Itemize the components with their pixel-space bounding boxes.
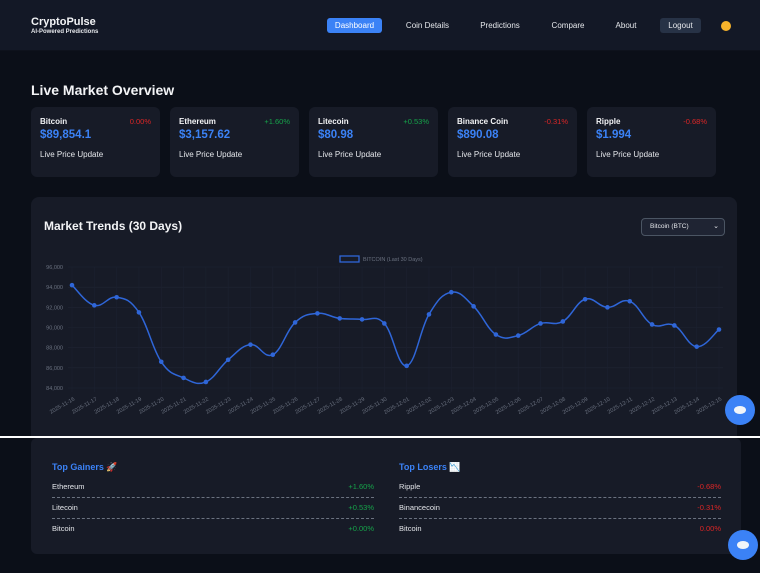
chat-bubble-icon (734, 406, 746, 414)
coin-price: $80.98 (318, 129, 354, 141)
line-chart[interactable]: 96,000 94,000 92,000 90,000 88,000 86,000 84,0… (31, 197, 737, 436)
dashboard-view-top: CryptoPulse AI-Powered Predictions Dashb… (0, 0, 760, 436)
coin-name: Binance Coin (457, 117, 509, 126)
nav-dashboard[interactable]: Dashboard (327, 18, 382, 33)
rocket-icon: 🚀 (106, 462, 118, 472)
price-card-litecoin[interactable]: Litecoin +0.53% $80.98 Live Price Update (309, 107, 438, 177)
list-item: Binancecoin -0.31% (399, 502, 721, 519)
coin-name: Binancecoin (399, 503, 440, 512)
coin-change: -0.31% (697, 503, 721, 512)
coin-name: Ethereum (52, 482, 85, 491)
navbar: CryptoPulse AI-Powered Predictions Dashb… (0, 0, 760, 51)
chevron-down-icon: ⌄ (713, 223, 719, 230)
coin-subtitle: Live Price Update (318, 150, 382, 159)
brand-subtitle: AI-Powered Predictions (31, 29, 99, 35)
svg-text:BITCOIN (Last 30 Days): BITCOIN (Last 30 Days) (363, 257, 423, 263)
coin-subtitle: Live Price Update (179, 150, 243, 159)
chart-down-icon: 📉 (449, 462, 461, 472)
price-card-binance-coin[interactable]: Binance Coin -0.31% $890.08 Live Price U… (448, 107, 577, 177)
svg-text:92,000: 92,000 (46, 305, 63, 311)
coin-subtitle: Live Price Update (40, 150, 104, 159)
chat-bubble-icon (737, 541, 749, 549)
nav-coin-details[interactable]: Coin Details (405, 21, 450, 30)
brand-title: CryptoPulse (31, 16, 96, 28)
nav-about[interactable]: About (615, 21, 637, 30)
top-movers-panel: Top Gainers 🚀 Ethereum +1.60% Litecoin +… (31, 438, 741, 554)
coin-select[interactable]: Bitcoin (BTC) ⌄ (641, 218, 725, 236)
coin-name: Bitcoin (40, 117, 68, 126)
market-trends-panel: Market Trends (30 Days) Bitcoin (BTC) ⌄ … (31, 197, 737, 436)
price-card-ethereum[interactable]: Ethereum +1.60% $3,157.62 Live Price Upd… (170, 107, 299, 177)
nav-compare[interactable]: Compare (551, 21, 585, 30)
coin-name: Bitcoin (399, 524, 422, 533)
coin-change: +0.53% (403, 117, 429, 126)
svg-text:90,000: 90,000 (46, 326, 63, 332)
coin-select-value: Bitcoin (BTC) (650, 223, 689, 230)
coin-change: 0.00% (129, 117, 151, 126)
chat-button[interactable] (728, 530, 758, 560)
coin-name: Bitcoin (52, 524, 75, 533)
coin-change: +0.53% (348, 503, 374, 512)
list-item: Bitcoin 0.00% (399, 523, 721, 540)
coin-name: Ripple (399, 482, 421, 491)
sun-icon[interactable] (721, 21, 731, 31)
coin-name: Ethereum (179, 117, 216, 126)
svg-text:94,000: 94,000 (46, 285, 63, 291)
coin-price: $89,854.1 (40, 129, 92, 141)
coin-name: Litecoin (318, 117, 349, 126)
brand[interactable]: CryptoPulse AI-Powered Predictions (31, 16, 98, 35)
list-item: Ripple -0.68% (399, 481, 721, 498)
dashboard-view-bottom: Top Gainers 🚀 Ethereum +1.60% Litecoin +… (0, 438, 760, 573)
coin-price: $890.08 (457, 129, 499, 141)
coin-name: Ripple (596, 117, 621, 126)
chat-button[interactable] (725, 395, 755, 425)
price-card-ripple[interactable]: Ripple -0.68% $1.994 Live Price Update (587, 107, 716, 177)
svg-text:2025-12-15: 2025-12-15 (696, 397, 723, 416)
price-card-bitcoin[interactable]: Bitcoin 0.00% $89,854.1 Live Price Updat… (31, 107, 160, 177)
coin-change: 0.00% (699, 524, 721, 533)
svg-text:96,000: 96,000 (46, 265, 63, 271)
svg-text:84,000: 84,000 (46, 386, 63, 392)
svg-text:88,000: 88,000 (46, 346, 63, 352)
top-gainers-title: Top Gainers 🚀 (52, 462, 118, 472)
coin-price: $1.994 (596, 129, 632, 141)
coin-price: $3,157.62 (179, 129, 231, 141)
list-item: Ethereum +1.60% (52, 481, 374, 498)
top-gainers: Top Gainers 🚀 Ethereum +1.60% Litecoin +… (52, 462, 374, 544)
coin-change: +1.60% (348, 482, 374, 491)
top-losers-title: Top Losers 📉 (399, 462, 461, 472)
list-item: Litecoin +0.53% (52, 502, 374, 519)
logout-button[interactable]: Logout (660, 18, 701, 33)
svg-text:86,000: 86,000 (46, 366, 63, 372)
coin-subtitle: Live Price Update (457, 150, 521, 159)
coin-subtitle: Live Price Update (596, 150, 660, 159)
screenshot-separator (0, 436, 760, 438)
list-item: Bitcoin +0.00% (52, 523, 374, 540)
coin-change: +0.00% (348, 524, 374, 533)
nav-predictions[interactable]: Predictions (480, 21, 520, 30)
coin-change: -0.31% (544, 117, 568, 126)
chart-title: Market Trends (30 Days) (44, 219, 183, 233)
top-losers: Top Losers 📉 Ripple -0.68% Binancecoin -… (399, 462, 721, 544)
section-title: Live Market Overview (31, 82, 175, 98)
coin-change: +1.60% (264, 117, 290, 126)
coin-change: -0.68% (697, 482, 721, 491)
coin-name: Litecoin (52, 503, 78, 512)
coin-change: -0.68% (683, 117, 707, 126)
